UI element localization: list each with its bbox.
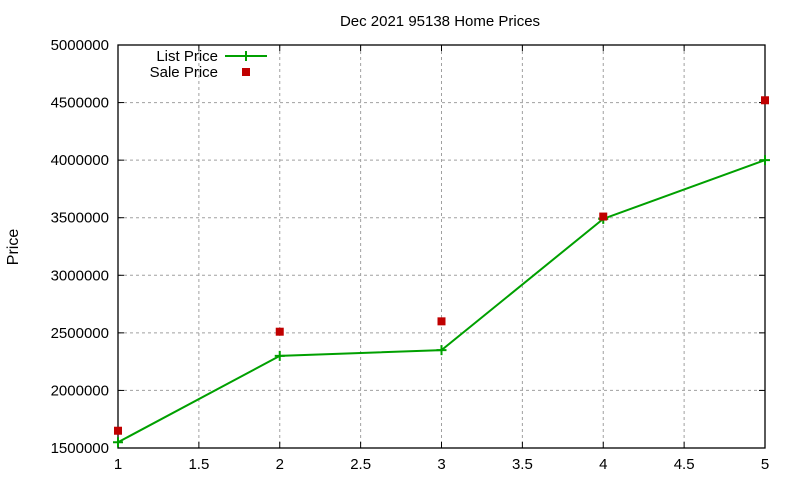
axis-ticks (117, 44, 766, 449)
x-tick-label: 3.5 (512, 456, 533, 473)
y-tick-label: 2000000 (51, 382, 109, 399)
square-marker-icon (242, 68, 250, 76)
y-axis-label: Price (5, 229, 22, 266)
y-tick-label: 3500000 (51, 210, 109, 227)
y-tick-label: 1500000 (51, 440, 109, 457)
x-tick-label: 2 (276, 456, 284, 473)
plus-marker-icon (436, 345, 447, 356)
square-marker-icon (599, 212, 608, 221)
x-tick-label: 2.5 (350, 456, 371, 473)
square-marker-icon (761, 96, 769, 105)
legend-label: List Price (156, 48, 218, 65)
plus-marker-icon (241, 51, 251, 61)
grid-lines (118, 45, 765, 448)
x-tick-label: 5 (761, 456, 769, 473)
y-tick-label: 4000000 (51, 152, 109, 169)
x-tick-label: 4.5 (674, 456, 695, 473)
y-tick-label: 2500000 (51, 325, 109, 342)
y-axis-tick-labels: 1500000 2000000 2500000 3000000 3500000 40000… (51, 37, 109, 457)
y-tick-label: 4500000 (51, 95, 109, 112)
plus-marker-icon (760, 155, 770, 166)
square-marker-icon (275, 327, 284, 336)
chart-title: Dec 2021 95138 Home Prices (340, 13, 540, 30)
legend-label: Sale Price (150, 64, 218, 81)
x-axis-tick-labels: 1 1.5 2 2.5 3 3.5 4 4.5 5 (114, 456, 769, 473)
plus-marker-icon (274, 350, 285, 361)
x-tick-label: 3 (437, 456, 445, 473)
data-series (113, 96, 770, 448)
y-tick-label: 5000000 (51, 37, 109, 54)
y-tick-label: 3000000 (51, 267, 109, 284)
x-tick-label: 4 (599, 456, 607, 473)
x-tick-label: 1.5 (188, 456, 209, 473)
square-marker-icon (114, 426, 122, 435)
square-marker-icon (437, 317, 446, 326)
plus-marker-icon (113, 437, 123, 448)
x-tick-label: 1 (114, 456, 122, 473)
